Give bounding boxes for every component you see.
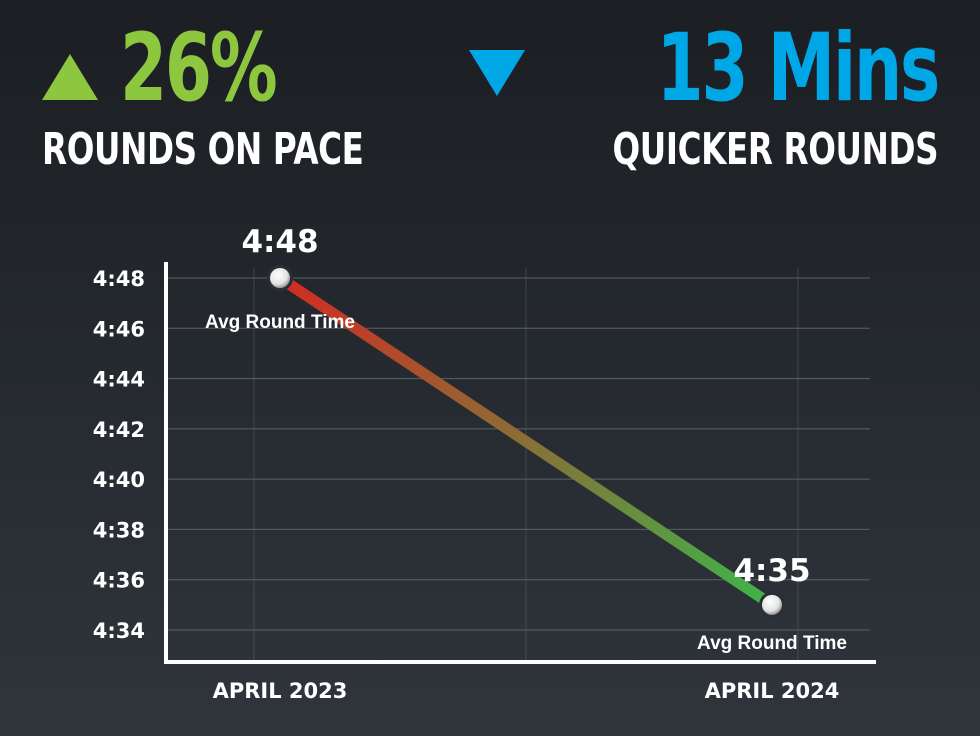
stat-caption-left: ROUNDS ON PACE — [42, 124, 364, 175]
stat-quicker-rounds: 13 Mins QUICKER ROUNDS — [468, 14, 940, 175]
data-label-value: 4:35 — [733, 553, 810, 589]
x-category-labels: APRIL 2023 APRIL 2024 — [213, 679, 840, 703]
data-point — [270, 268, 290, 288]
data-label-value: 4:48 — [241, 224, 318, 260]
data-point — [762, 594, 782, 615]
axes — [164, 262, 876, 664]
data-label-caption: Avg Round Time — [697, 633, 847, 654]
y-tick-label: 4:34 — [93, 619, 145, 643]
y-tick-label: 4:38 — [93, 518, 145, 542]
data-label-caption: Avg Round Time — [205, 312, 355, 333]
triangle-up-icon — [42, 54, 98, 100]
y-tick-label: 4:36 — [93, 569, 145, 593]
triangle-down-icon — [468, 50, 525, 96]
x-category-label: APRIL 2023 — [213, 679, 348, 703]
series-line — [274, 272, 778, 611]
y-tick-label: 4:42 — [93, 418, 145, 442]
y-tick-labels: 4:48 4:46 4:44 4:42 4:40 4:38 4:36 4:34 — [93, 267, 145, 643]
series-line-layer — [274, 272, 778, 611]
y-tick-label: 4:44 — [93, 368, 145, 392]
stat-value-left: 26% — [120, 14, 278, 123]
stat-value-right: 13 Mins — [656, 14, 940, 123]
y-tick-label: 4:40 — [93, 468, 145, 492]
stat-caption-right: QUICKER ROUNDS — [612, 124, 938, 175]
x-category-label: APRIL 2024 — [705, 679, 840, 703]
y-tick-label: 4:46 — [93, 317, 145, 341]
y-tick-label: 4:48 — [93, 267, 145, 291]
data-points: 4:48 Avg Round Time 4:35 Avg Round Time — [205, 224, 847, 654]
stat-rounds-on-pace: 26% ROUNDS ON PACE — [42, 22, 477, 172]
